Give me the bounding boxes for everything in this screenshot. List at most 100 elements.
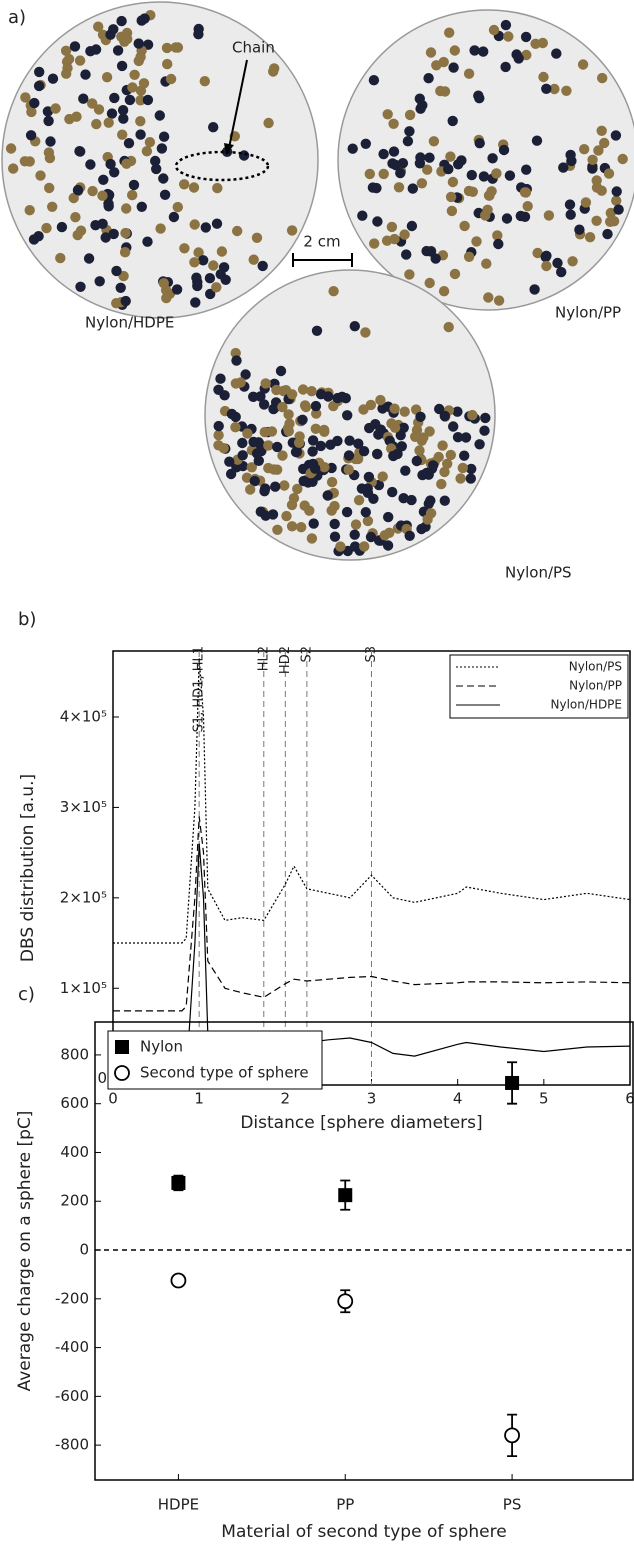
sphere — [452, 406, 463, 417]
sphere — [190, 297, 201, 308]
sphere — [368, 493, 379, 504]
x-tick-label: 5 — [539, 1090, 549, 1108]
sphere — [268, 403, 279, 415]
sphere — [425, 495, 436, 506]
sphere — [613, 204, 624, 215]
sphere — [433, 451, 444, 463]
sphere — [540, 251, 551, 263]
sphere — [365, 399, 377, 411]
sphere — [311, 325, 323, 336]
sphere — [370, 419, 381, 430]
sphere — [220, 274, 231, 285]
sphere — [442, 458, 453, 469]
sphere — [69, 41, 81, 52]
sphere — [565, 149, 576, 161]
sphere — [266, 426, 278, 437]
sphere — [513, 53, 524, 64]
sphere — [34, 66, 45, 78]
sphere — [404, 530, 415, 541]
sphere — [308, 518, 319, 529]
sphere — [388, 118, 399, 129]
sphere — [108, 228, 119, 240]
sphere — [193, 247, 204, 258]
sphere — [387, 486, 398, 498]
sphere — [422, 164, 433, 175]
sphere — [373, 429, 384, 440]
x-tick-label: HDPE — [158, 1496, 199, 1514]
sphere — [237, 450, 248, 461]
sphere — [119, 247, 131, 258]
sphere — [541, 83, 552, 95]
sphere — [94, 276, 105, 287]
sphere — [363, 471, 375, 483]
sphere — [445, 191, 457, 203]
scale-label: 2 cm — [303, 233, 340, 251]
legend-label: Nylon/PP — [569, 679, 622, 693]
sphere — [406, 220, 418, 232]
sphere — [424, 277, 435, 289]
sphere — [478, 46, 489, 57]
sphere — [248, 254, 259, 265]
sphere — [158, 173, 169, 184]
sphere — [260, 510, 271, 521]
sphere — [332, 392, 343, 404]
sphere — [414, 158, 426, 169]
sphere — [456, 155, 467, 166]
sphere — [500, 61, 511, 73]
sphere — [610, 130, 622, 141]
y-tick-label: -600 — [55, 1387, 89, 1405]
sphere — [404, 126, 415, 137]
sphere — [297, 414, 308, 425]
sphere — [306, 533, 318, 544]
sphere — [270, 481, 281, 492]
sphere — [483, 292, 494, 303]
sphere — [135, 129, 146, 140]
legend-label: Second type of sphere — [140, 1064, 309, 1082]
sphere — [72, 229, 83, 241]
sphere — [179, 243, 190, 254]
sphere — [469, 45, 480, 56]
sphere — [116, 60, 128, 72]
sphere — [395, 167, 406, 179]
photos — [1, 1, 634, 561]
sphere — [135, 116, 146, 127]
plot-frame — [94, 1021, 634, 1481]
sphere — [520, 31, 532, 43]
sphere — [443, 321, 454, 333]
sphere — [428, 460, 439, 471]
sphere — [393, 182, 405, 193]
sphere — [25, 130, 37, 141]
sphere — [416, 435, 427, 446]
sphere — [358, 446, 370, 457]
reference-label: S3 — [364, 646, 379, 663]
sphere — [460, 432, 472, 443]
sphere — [123, 138, 135, 149]
sphere — [411, 455, 422, 467]
sphere — [213, 384, 224, 395]
sphere — [466, 463, 477, 475]
sphere — [208, 122, 219, 133]
sphere — [142, 94, 154, 106]
legend-label: Nylon — [140, 1038, 183, 1056]
sphere — [372, 216, 383, 227]
sphere — [347, 143, 358, 154]
sphere — [384, 435, 395, 446]
sphere — [522, 201, 533, 212]
sphere — [328, 286, 339, 297]
sphere — [158, 278, 169, 289]
sphere — [556, 266, 567, 278]
sphere — [465, 473, 476, 484]
sphere — [493, 295, 505, 306]
arrowhead — [224, 143, 234, 155]
line — [113, 658, 631, 944]
sphere — [105, 29, 116, 40]
sphere — [437, 440, 448, 451]
sphere — [362, 483, 373, 494]
sphere — [119, 36, 130, 47]
sphere — [399, 406, 410, 417]
x-axis-label: Distance [sphere diameters] — [240, 1113, 482, 1133]
sphere — [80, 69, 91, 80]
sphere — [5, 143, 17, 154]
sphere — [138, 78, 150, 89]
sphere — [541, 260, 552, 272]
